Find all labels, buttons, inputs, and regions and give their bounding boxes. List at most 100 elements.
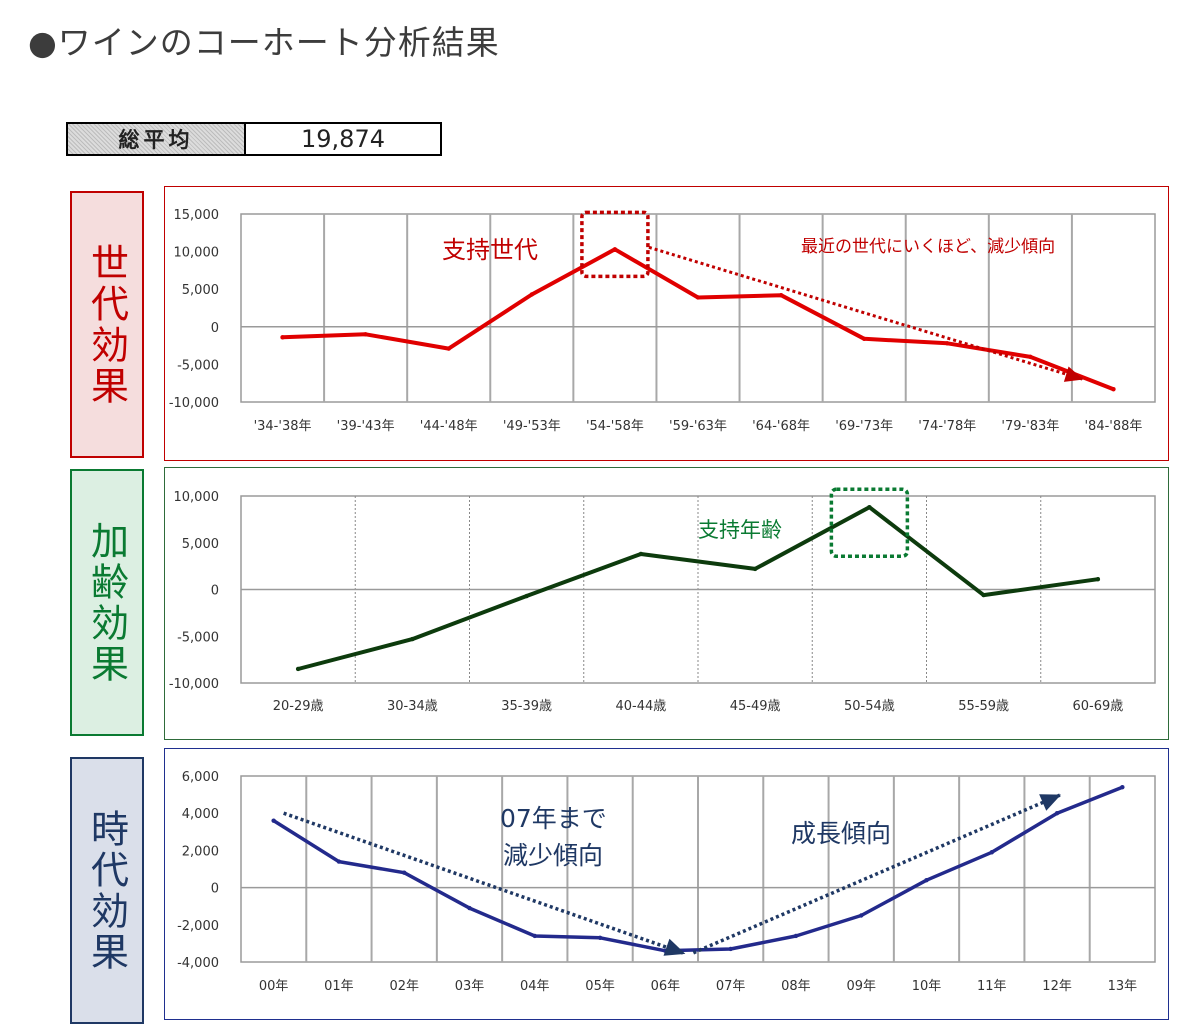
y-tick-label-age-4: -10,000 xyxy=(169,677,219,692)
plot-area-generation xyxy=(240,213,1156,403)
x-tick-label-generation-9: '79-'83年 xyxy=(1001,419,1059,434)
x-tick-label-generation-5: '59-'63年 xyxy=(669,419,727,434)
y-tick-label-age-2: 0 xyxy=(211,584,219,599)
data-point-generation-1 xyxy=(363,332,368,337)
y-tick-label-age-0: 10,000 xyxy=(174,490,220,505)
x-tick-label-generation-10: '84-'88年 xyxy=(1084,419,1142,434)
x-tick-label-age-1: 30-34歳 xyxy=(387,699,438,714)
y-tick-label-period-5: -4,000 xyxy=(177,956,219,971)
x-tick-label-period-5: 05年 xyxy=(585,979,615,994)
generation-effect-chart: 15,000 10,000 5,000 0 -5,000 -10,000 '34-'38年 '… xyxy=(169,208,1156,434)
y-tick-label-generation-5: -10,000 xyxy=(169,396,219,411)
x-tick-label-period-4: 04年 xyxy=(520,979,550,994)
data-point-period-12 xyxy=(1054,811,1060,816)
trend-arrow-head-growth xyxy=(1039,794,1062,811)
overall-average-value: 19,874 xyxy=(301,125,385,153)
x-tick-label-generation-7: '69-'73年 xyxy=(835,419,893,434)
data-point-generation-8 xyxy=(945,341,950,346)
period-effect-chart: 6,000 4,000 2,000 0 -2,000 -4,000 00年 01年 02年 03年… xyxy=(177,770,1156,994)
x-tick-label-period-8: 08年 xyxy=(781,979,811,994)
data-point-period-3 xyxy=(467,905,472,911)
y-tick-label-period-0: 6,000 xyxy=(182,770,219,785)
data-point-period-4 xyxy=(532,933,537,939)
data-point-period-11 xyxy=(989,850,994,855)
data-point-period-2 xyxy=(402,870,407,875)
generation-effect-chart-box: 15,000 10,000 5,000 0 -5,000 -10,000 '34-'38年 '… xyxy=(164,186,1169,461)
data-point-age-2 xyxy=(524,593,529,599)
x-tick-label-generation-1: '39-'43年 xyxy=(337,419,395,434)
x-tick-label-age-6: 55-59歳 xyxy=(958,699,1009,714)
x-tick-label-period-0: 00年 xyxy=(259,979,289,994)
data-point-generation-4 xyxy=(612,247,618,252)
period-effect-label: 時代効果 xyxy=(70,757,144,1024)
annotation-decline-trend: 減少傾向 xyxy=(503,841,603,870)
data-point-age-3 xyxy=(638,551,644,557)
series-line-age xyxy=(296,505,1100,671)
x-tick-label-age-7: 60-69歳 xyxy=(1072,699,1123,714)
data-point-period-9 xyxy=(859,913,864,918)
data-point-period-8 xyxy=(793,933,799,939)
highlight-box-age xyxy=(829,487,910,558)
data-point-age-6 xyxy=(981,592,986,598)
data-point-age-5 xyxy=(867,505,872,510)
data-point-age-1 xyxy=(410,636,415,642)
trend-arrow-head-decline xyxy=(663,938,686,956)
y-tick-label-generation-1: 10,000 xyxy=(174,246,220,261)
trend-arrow-line-generation xyxy=(648,245,1084,381)
overall-average-label: 総平均 xyxy=(68,124,246,154)
data-point-age-7 xyxy=(1095,577,1101,582)
data-point-generation-10 xyxy=(1111,387,1116,392)
age-effect-chart-box: 10,000 5,000 0 -5,000 -10,000 20-29歳 30-34歳 35-… xyxy=(164,467,1169,740)
trend-arrow-head-generation xyxy=(1063,366,1084,382)
series-line-period xyxy=(271,785,1125,953)
data-point-age-0 xyxy=(295,666,301,672)
annotation-decline-note: 最近の世代にいくほど、減少傾向 xyxy=(801,237,1055,257)
y-tick-label-age-1: 5,000 xyxy=(182,537,219,552)
y-tick-label-generation-0: 15,000 xyxy=(174,208,220,223)
age-effect-chart: 10,000 5,000 0 -5,000 -10,000 20-29歳 30-34歳 35-… xyxy=(169,487,1156,714)
x-tick-label-generation-4: '54-'58年 xyxy=(586,419,644,434)
y-tick-label-generation-3: 0 xyxy=(211,321,219,336)
x-tick-label-age-3: 40-44歳 xyxy=(615,699,666,714)
data-point-period-7 xyxy=(728,946,733,952)
x-tick-label-period-11: 11年 xyxy=(977,979,1007,994)
data-point-generation-3 xyxy=(529,292,535,297)
data-point-generation-6 xyxy=(778,293,784,298)
x-tick-label-period-3: 03年 xyxy=(455,979,485,994)
x-tick-label-generation-2: '44-'48年 xyxy=(420,419,478,434)
x-tick-label-age-0: 20-29歳 xyxy=(273,699,324,714)
data-point-period-13 xyxy=(1120,784,1125,790)
highlight-box-generation xyxy=(580,210,650,279)
x-tick-label-period-12: 12年 xyxy=(1042,979,1072,994)
data-point-period-1 xyxy=(336,859,342,864)
x-tick-label-generation-0: '34-'38年 xyxy=(254,419,312,434)
x-tick-label-period-7: 07年 xyxy=(716,979,746,994)
y-tick-label-generation-2: 5,000 xyxy=(182,283,219,298)
page-title: ●ワインのコーホート分析結果 xyxy=(28,23,500,62)
data-point-generation-5 xyxy=(695,295,701,300)
age-effect-label: 加齢効果 xyxy=(70,469,144,736)
annotation-until-07: 07年まで xyxy=(500,804,607,833)
x-tick-label-period-13: 13年 xyxy=(1108,979,1138,994)
x-tick-label-age-4: 45-49歳 xyxy=(730,699,781,714)
trend-arrow-line-decline xyxy=(283,811,686,956)
data-point-generation-2 xyxy=(446,346,451,351)
data-point-age-4 xyxy=(752,566,758,572)
data-point-generation-7 xyxy=(861,336,867,342)
x-tick-label-period-1: 01年 xyxy=(324,979,354,994)
x-tick-label-period-9: 09年 xyxy=(846,979,876,994)
generation-effect-label: 世代効果 xyxy=(70,191,144,458)
overall-average-box: 総平均 19,874 xyxy=(66,122,442,156)
y-tick-label-period-3: 0 xyxy=(211,882,219,897)
period-effect-chart-box: 6,000 4,000 2,000 0 -2,000 -4,000 00年 01年 02年 03年… xyxy=(164,748,1169,1020)
x-tick-label-generation-8: '74-'78年 xyxy=(918,419,976,434)
x-tick-label-period-10: 10年 xyxy=(912,979,942,994)
x-tick-label-generation-6: '64-'68年 xyxy=(752,419,810,434)
data-point-period-0 xyxy=(271,818,276,823)
annotation-support-age: 支持年齢 xyxy=(698,518,782,542)
y-tick-label-period-1: 4,000 xyxy=(182,807,219,822)
data-point-generation-0 xyxy=(280,335,285,340)
y-tick-label-period-4: -2,000 xyxy=(177,919,219,934)
y-tick-label-period-2: 2,000 xyxy=(182,844,219,859)
x-tick-label-generation-3: '49-'53年 xyxy=(503,419,561,434)
